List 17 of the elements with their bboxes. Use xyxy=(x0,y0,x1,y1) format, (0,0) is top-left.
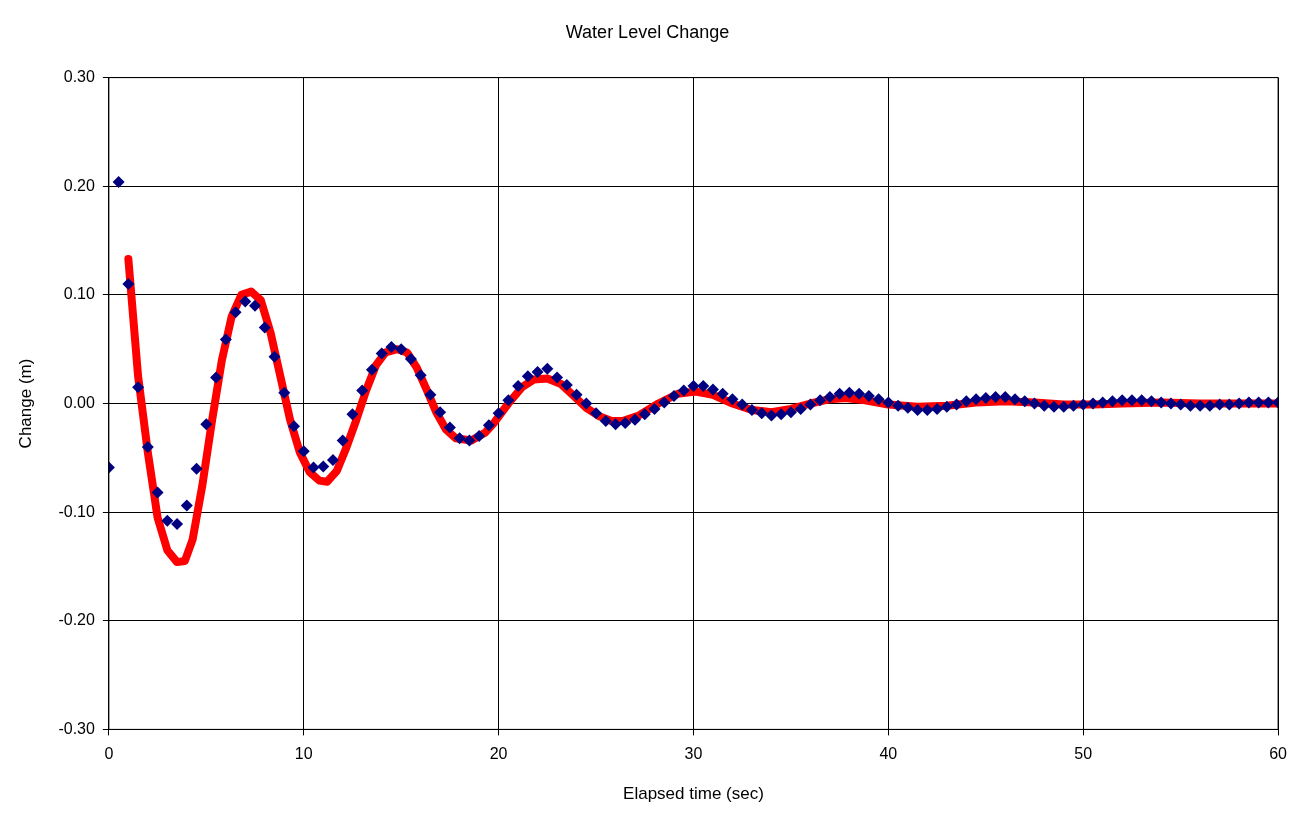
y-tick-label: -0.10 xyxy=(58,502,95,520)
x-axis-title: Elapsed time (sec) xyxy=(623,784,764,804)
y-axis-title: Change (m) xyxy=(15,358,35,449)
x-tick-label: 0 xyxy=(104,745,114,763)
y-tick-label: 0.10 xyxy=(63,285,95,303)
y-tick-label: 0.20 xyxy=(63,176,95,194)
y-tick-label: -0.30 xyxy=(58,719,95,737)
chart-title: Water Level Change xyxy=(565,21,730,42)
x-tick-label: 60 xyxy=(1269,745,1288,763)
y-tick-label: 0.30 xyxy=(63,68,95,86)
x-tick-label: 10 xyxy=(294,745,313,763)
x-tick-label: 50 xyxy=(1074,745,1093,763)
x-tick-label: 30 xyxy=(684,745,703,763)
x-tick-label: 40 xyxy=(879,745,898,763)
y-tick-label: 0.00 xyxy=(63,393,95,411)
y-tick-label: -0.20 xyxy=(58,611,95,629)
x-tick-label: 20 xyxy=(489,745,508,763)
